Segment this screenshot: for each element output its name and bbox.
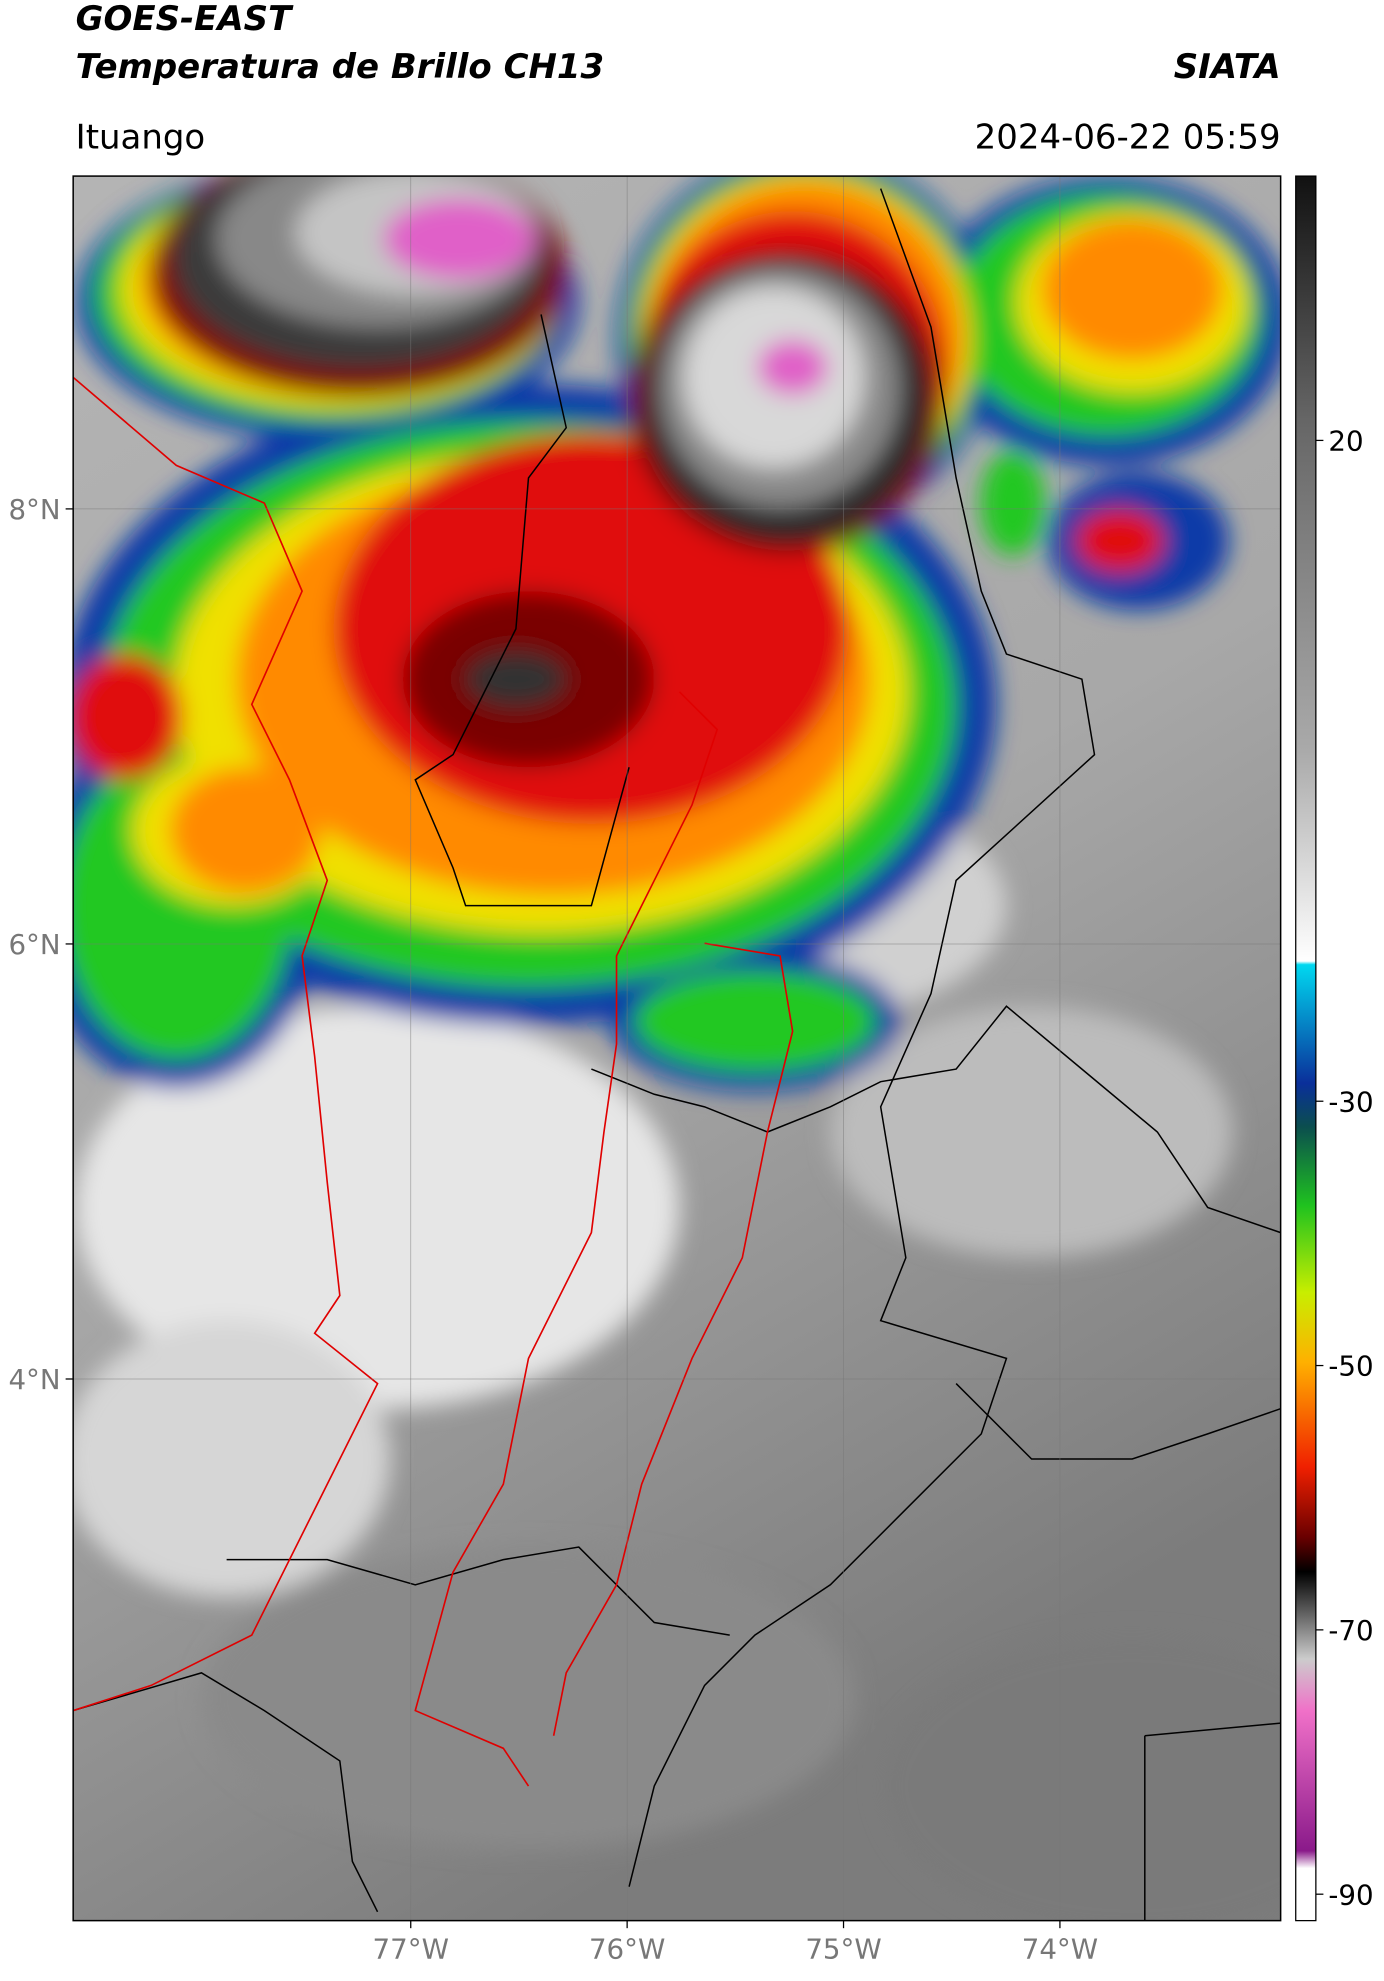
lon-tick-label: 74°W [1022, 1932, 1098, 1965]
title: Temperatura de Brillo CH13 [76, 47, 604, 87]
lat-tick-label: 4°N [8, 1363, 60, 1396]
colorbar-tick-label: -90 [1328, 1878, 1373, 1911]
map-frame [72, 175, 1282, 1922]
location: Ituango [76, 117, 206, 157]
satellite-image [73, 176, 1281, 1921]
river-boundaries [73, 376, 794, 1787]
graticule [65, 176, 1281, 1929]
lon-tick-label: 76°W [589, 1932, 665, 1965]
colorbar-tick-label: -70 [1328, 1614, 1373, 1647]
boundaries [73, 188, 1281, 1921]
colorbar-tick-label: 20 [1328, 424, 1363, 457]
colorbar [1295, 175, 1317, 1922]
colorbar-tick-label: -50 [1328, 1350, 1373, 1383]
lat-tick-label: 8°N [8, 493, 60, 526]
agency: SIATA [1174, 47, 1281, 87]
lat-tick-label: 6°N [8, 928, 60, 961]
colorbar-tick-label: -30 [1328, 1085, 1373, 1118]
datetime: 2024-06-22 05:59 [975, 117, 1281, 157]
title: GOES-EAST [76, 0, 294, 39]
lon-tick-label: 77°W [373, 1932, 449, 1965]
lon-tick-label: 75°W [805, 1932, 881, 1965]
